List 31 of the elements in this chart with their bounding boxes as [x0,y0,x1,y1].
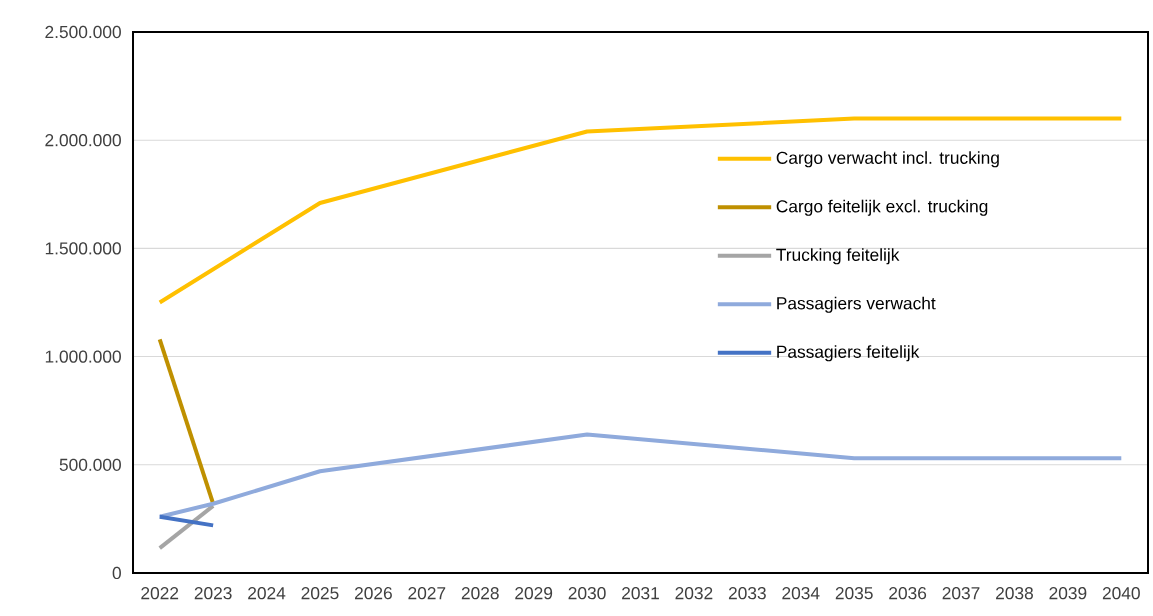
x-tick-label: 2028 [461,587,499,600]
y-tick-label: 1.500.000 [45,242,121,255]
x-tick-label: 2040 [1102,587,1140,600]
y-tick-label: 0 [112,566,121,580]
y-tick-label: 500.000 [59,458,121,471]
x-tick-label: 2039 [1049,587,1087,600]
line-series [157,432,1124,519]
x-tick-label: 2037 [942,587,980,600]
legend-label: Trucking feitelijk [776,248,900,265]
x-tick-label: 2029 [515,587,553,600]
x-tick-label: 2034 [782,587,820,600]
x-tick-label: 2027 [408,587,446,600]
x-tick-label: 2022 [141,587,179,600]
legend-label: Cargo verwacht incl. trucking [776,151,999,168]
legend-label: Passagiers feitelijk [777,345,920,362]
legend-label: Passagiers verwacht [777,296,936,313]
x-tick-label: 2023 [194,587,232,600]
y-tick-label: 1.000.000 [45,350,121,363]
x-tick-label: 2030 [568,587,606,600]
x-tick-label: 2026 [355,587,392,600]
y-tick-label: 2.000.000 [45,134,121,147]
x-tick-label: 2033 [728,587,766,600]
x-tick-label: 2031 [622,587,659,600]
x-tick-label: 2032 [675,587,713,600]
x-tick-label: 2024 [248,587,286,600]
x-tick-label: 2035 [835,587,873,600]
x-tick-label: 2036 [889,587,927,600]
x-tick-label: 2038 [996,587,1033,600]
y-tick-label: 2.500.000 [45,25,121,39]
legend-label: Cargo feitelijk excl. trucking [776,199,988,216]
x-tick-label: 2025 [301,587,339,600]
